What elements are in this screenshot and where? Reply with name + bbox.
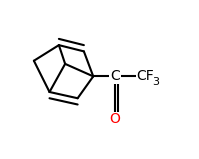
Text: C: C bbox=[110, 69, 120, 83]
Text: O: O bbox=[110, 112, 121, 126]
Text: CF: CF bbox=[137, 69, 154, 83]
Text: 3: 3 bbox=[153, 77, 160, 87]
